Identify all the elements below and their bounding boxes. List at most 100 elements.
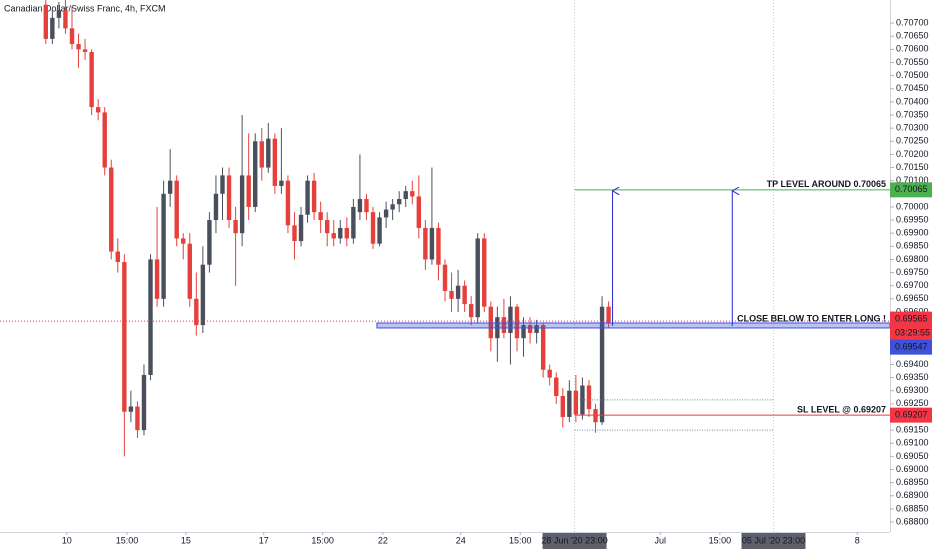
candle-body [449, 290, 454, 299]
time-highlight-box [542, 533, 607, 549]
y-tick-label: 0.69700 [896, 280, 929, 290]
candle-body [567, 390, 572, 417]
y-tick-label: 0.70650 [896, 31, 929, 41]
candle-body [475, 238, 480, 318]
candle-body [514, 306, 520, 339]
candle-body [226, 175, 232, 221]
candle-body [325, 220, 330, 234]
countdown-tag-box [890, 325, 932, 341]
candle-body [239, 175, 245, 234]
candle-body [200, 264, 206, 326]
candle-body [285, 180, 291, 226]
candle-body [63, 9, 68, 29]
zone-price-tag: 0.69547 [895, 342, 928, 352]
candle-body [540, 325, 546, 370]
x-tick-label: 8 [855, 535, 860, 545]
entry-zone [376, 322, 891, 329]
candle-body [272, 138, 278, 186]
y-tick-label: 0.69900 [896, 228, 929, 238]
candle-body [410, 191, 415, 197]
candle-body [43, 4, 49, 39]
candle-body [135, 406, 140, 431]
candle-body [606, 306, 611, 323]
y-tick-label: 0.70000 [896, 201, 929, 211]
candle-body [292, 225, 297, 242]
candle-body [364, 199, 369, 213]
x-tick-label: 15:00 [311, 535, 334, 545]
candle-body [161, 193, 166, 299]
last-price-tag-box [890, 311, 932, 327]
y-tick-label: 0.70250 [896, 136, 929, 146]
y-tick-label: 0.70600 [896, 44, 929, 54]
x-tick-label: 15:00 [116, 535, 139, 545]
y-tick-label: 0.70450 [896, 83, 929, 93]
candle-body [468, 304, 474, 318]
candle-body [593, 409, 598, 423]
candle-body [396, 199, 402, 205]
y-tick-label: 0.70100 [896, 175, 929, 185]
y-tick-label: 0.70550 [896, 57, 929, 67]
x-tick-label: Jul [655, 535, 667, 545]
candle-body [442, 264, 448, 291]
y-tick-label: 0.69950 [896, 214, 929, 224]
candle-body [220, 175, 225, 194]
y-tick-label: 0.69800 [896, 254, 929, 264]
candle-body [122, 262, 127, 412]
candle-body [89, 51, 94, 108]
y-tick-label: 0.70200 [896, 149, 929, 159]
x-tick-label: 15 [181, 535, 191, 545]
candle-body [573, 390, 579, 415]
candle-body [311, 180, 317, 213]
y-tick-label: 0.70700 [896, 17, 929, 27]
candle-body [95, 107, 101, 113]
candle-body [521, 325, 526, 339]
y-tick-label: 0.70500 [896, 70, 929, 80]
candle-body [344, 227, 350, 239]
candle-body [154, 259, 160, 299]
candle-body [148, 259, 153, 375]
countdown-tag: 03:29:55 [895, 328, 930, 338]
candle-body [370, 212, 376, 244]
candle-body [213, 193, 219, 221]
candle-body [82, 49, 88, 52]
time-highlight-label: 05 Jul '20 23:00 [742, 535, 805, 545]
candle-body [338, 227, 343, 239]
candle-body [109, 167, 114, 252]
candle-body [69, 28, 75, 45]
candle-body [181, 238, 186, 244]
candle-body [560, 395, 565, 417]
candle-body [279, 180, 284, 186]
candle-body [508, 306, 513, 333]
y-tick-label: 0.68850 [896, 503, 929, 513]
y-tick-label: 0.68900 [896, 490, 929, 500]
y-tick-label: 0.68950 [896, 477, 929, 487]
y-tick-label: 0.70350 [896, 109, 929, 119]
level-label: TP LEVEL AROUND 0.70065 [767, 179, 886, 189]
candle-body [298, 214, 304, 242]
candle-body [488, 306, 494, 339]
candle-body [429, 227, 435, 260]
candle-body [403, 191, 408, 200]
candle-body [259, 141, 264, 168]
candle-body [76, 44, 81, 50]
candle-body [331, 233, 336, 239]
candle-body [128, 406, 134, 412]
candle-body [187, 243, 192, 299]
candle-body [416, 196, 422, 228]
y-tick-label: 0.69350 [896, 372, 929, 382]
candle-body [174, 180, 179, 239]
y-tick-label: 0.69400 [896, 359, 929, 369]
candle-body [246, 175, 251, 207]
y-tick-label: 0.69850 [896, 241, 929, 251]
candle-body [253, 141, 258, 207]
y-tick-label: 0.68800 [896, 516, 929, 526]
level-price-tag-box [890, 182, 932, 198]
y-tick-label: 0.70300 [896, 123, 929, 133]
y-tick-label: 0.69600 [896, 306, 929, 316]
y-tick-label: 0.69050 [896, 451, 929, 461]
candle-body [194, 298, 199, 326]
candle-body [599, 306, 605, 423]
y-tick-label: 0.69650 [896, 293, 929, 303]
candle-body [547, 369, 552, 378]
